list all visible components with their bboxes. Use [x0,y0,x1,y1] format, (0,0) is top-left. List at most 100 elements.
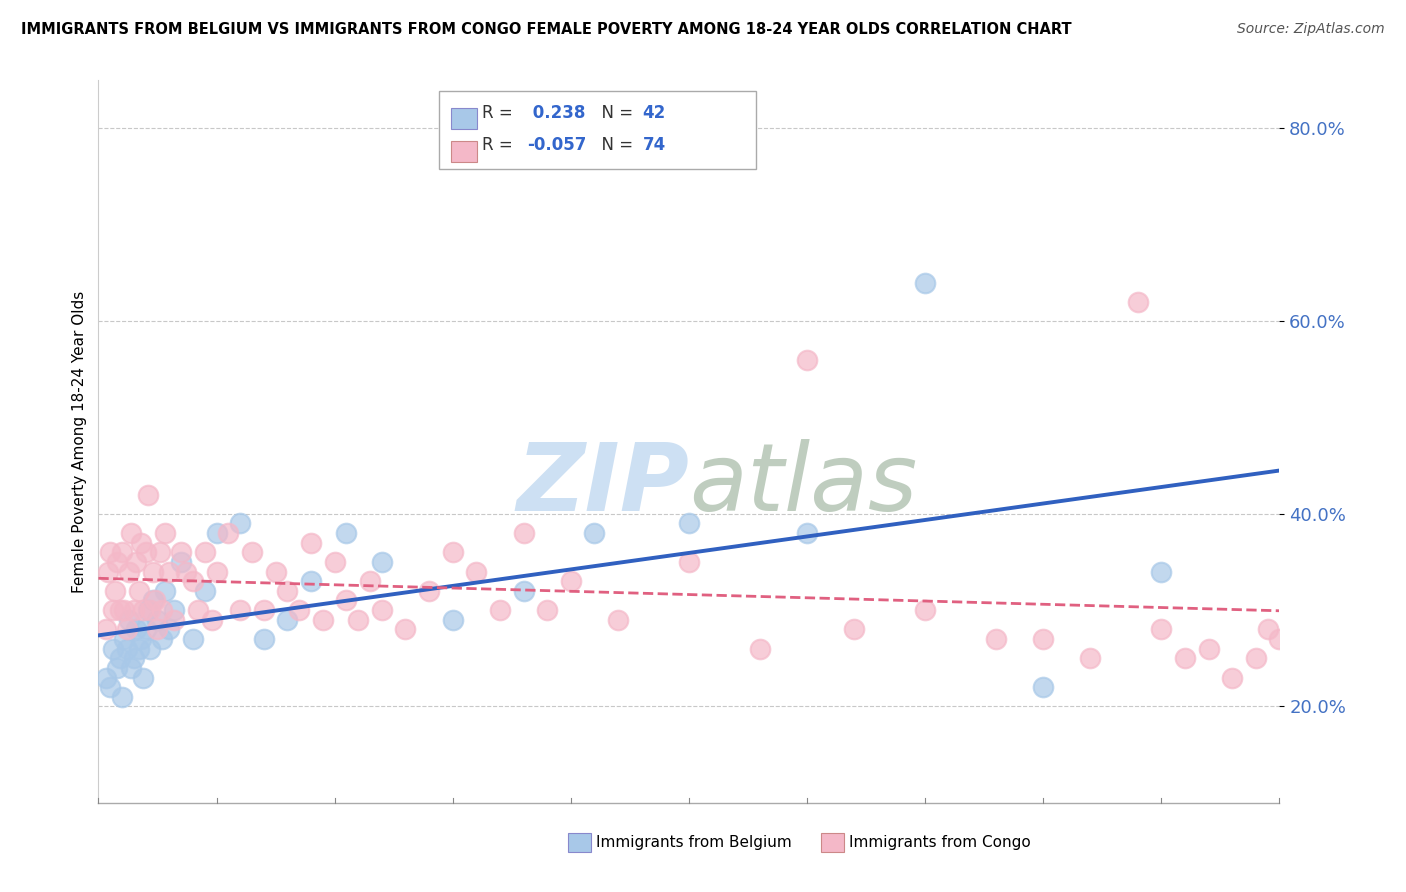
Point [94,671,117,685]
Point [150,632,173,646]
Point [129,535,152,549]
Point [170,545,193,559]
Point [111,545,134,559]
Point [276,613,298,627]
Point [299,574,322,589]
Point [118,613,141,627]
Point [229,603,252,617]
Point [347,613,370,627]
Point [194,545,217,559]
Point [536,603,558,617]
Text: N =: N = [591,104,638,122]
Point [1244,651,1267,665]
Point [607,613,630,627]
Point [984,632,1007,646]
Point [98,545,121,559]
Point [796,526,818,541]
Point [132,603,155,617]
Point [312,613,335,627]
Point [187,603,209,617]
Point [240,545,263,559]
Point [153,526,176,541]
Point [371,555,394,569]
Point [132,671,155,685]
Text: IMMIGRANTS FROM BELGIUM VS IMMIGRANTS FROM CONGO FEMALE POVERTY AMONG 18-24 YEAR: IMMIGRANTS FROM BELGIUM VS IMMIGRANTS FR… [21,22,1071,37]
Point [335,526,357,541]
Point [121,526,143,541]
Point [253,603,276,617]
Point [512,526,534,541]
Point [181,632,204,646]
Point [253,632,276,646]
Text: -0.057: -0.057 [527,136,586,154]
Point [489,603,512,617]
Point [136,487,159,501]
Point [512,583,534,598]
Point [560,574,582,589]
Point [394,623,416,637]
Text: Source: ZipAtlas.com: Source: ZipAtlas.com [1237,22,1385,37]
Point [125,555,148,569]
Point [105,661,128,675]
Point [1032,632,1054,646]
Point [157,623,180,637]
Point [142,565,165,579]
Point [1080,651,1102,665]
Point [118,565,141,579]
Point [128,641,150,656]
Text: 0.238: 0.238 [527,104,586,122]
Text: R =: R = [482,136,519,154]
Point [115,623,138,637]
Point [299,535,322,549]
Point [129,632,152,646]
Point [111,690,134,704]
Point [108,651,131,665]
Point [359,574,381,589]
Point [105,555,128,569]
Point [441,545,464,559]
Point [104,583,127,598]
Point [914,603,936,617]
Point [139,603,162,617]
Point [101,641,124,656]
Point [229,516,252,531]
Point [201,613,224,627]
Point [205,526,228,541]
Point [163,603,186,617]
Point [112,632,135,646]
Point [276,583,298,598]
Point [678,516,700,531]
Point [371,603,394,617]
Point [135,545,157,559]
Point [465,565,488,579]
Point [150,603,173,617]
Point [1220,671,1243,685]
Text: Immigrants from Congo: Immigrants from Congo [849,836,1031,850]
Point [1198,641,1220,656]
Point [174,565,197,579]
Point [288,603,311,617]
Point [94,623,117,637]
Point [122,603,145,617]
Point [441,613,464,627]
Point [181,574,204,589]
Point [844,623,866,637]
Text: Immigrants from Belgium: Immigrants from Belgium [596,836,792,850]
Point [122,651,145,665]
Point [1174,651,1197,665]
Point [135,623,157,637]
Point [139,641,162,656]
Point [217,526,239,541]
Point [157,565,180,579]
Point [796,352,818,367]
Point [194,583,217,598]
Point [98,680,121,694]
Point [125,623,148,637]
Y-axis label: Female Poverty Among 18-24 Year Olds: Female Poverty Among 18-24 Year Olds [72,291,87,592]
Point [128,583,150,598]
Text: 42: 42 [643,104,666,122]
Point [205,565,228,579]
Point [112,603,135,617]
Point [101,603,124,617]
Point [149,545,172,559]
